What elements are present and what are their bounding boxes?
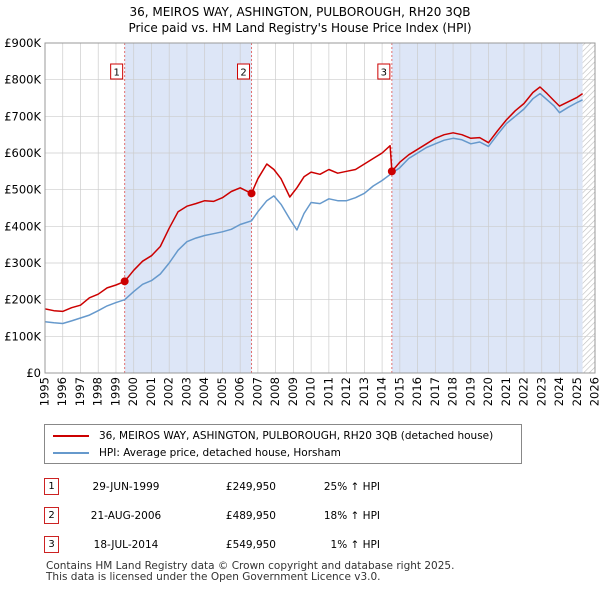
x-tick-label: 1998 bbox=[91, 377, 105, 406]
x-tick-label: 2013 bbox=[357, 377, 371, 406]
legend-property-swatch bbox=[53, 435, 89, 437]
chart-legend: 36, MEIROS WAY, ASHINGTON, PULBOROUGH, R… bbox=[44, 424, 522, 464]
x-tick-label: 2011 bbox=[321, 377, 335, 406]
x-tick-label: 2021 bbox=[499, 377, 513, 406]
hatched-future-region bbox=[582, 43, 595, 373]
sale-hpi-change: 25% ↑ HPI bbox=[323, 480, 380, 493]
x-tick-label: 2012 bbox=[339, 377, 353, 406]
table-row: 3 18-JUL-2014 £549,950 1% ↑ HPI bbox=[44, 530, 380, 559]
footer-copyright: Contains HM Land Registry data © Crown c… bbox=[46, 560, 455, 572]
sale-point bbox=[120, 277, 129, 286]
sale-price: £489,950 bbox=[225, 509, 276, 522]
property-price-line bbox=[45, 86, 584, 313]
sale-marker-badge bbox=[377, 63, 391, 80]
x-tick-label: 2026 bbox=[588, 377, 600, 406]
x-tick-label: 2017 bbox=[428, 377, 442, 406]
sale-date: 29-JUN-1999 bbox=[92, 480, 160, 493]
y-tick-label: £300K bbox=[4, 256, 41, 270]
x-tick-label: 2025 bbox=[570, 377, 584, 406]
sale-number-badge: 1 bbox=[44, 478, 59, 495]
x-tick-label: 2019 bbox=[463, 377, 477, 406]
x-tick-label: 1996 bbox=[55, 377, 69, 406]
x-tick-label: 2023 bbox=[534, 377, 548, 406]
chart-title-line-2: Price paid vs. HM Land Registry's House … bbox=[128, 21, 472, 35]
sale-date: 21-AUG-2006 bbox=[90, 509, 162, 522]
legend-item-hpi: HPI: Average price, detached house, Hors… bbox=[53, 445, 341, 461]
sale-price: £549,950 bbox=[225, 538, 276, 551]
x-tick-label: 2015 bbox=[392, 377, 406, 406]
sale-price: £249,950 bbox=[225, 480, 276, 493]
x-tick-label: 2006 bbox=[233, 377, 247, 406]
sale-hpi-change: 1% ↑ HPI bbox=[330, 538, 380, 551]
price-chart: 1 2 3 £0 £100K £200K £300K £400K £500K £600K £700K… bbox=[4, 36, 600, 406]
y-tick-label: £600K bbox=[4, 146, 41, 160]
y-tick-label: £700K bbox=[4, 109, 41, 123]
x-tick-label: 2016 bbox=[410, 377, 424, 406]
chart-title-line-1: 36, MEIROS WAY, ASHINGTON, PULBOROUGH, R… bbox=[129, 5, 471, 19]
x-tick-label: 2022 bbox=[517, 377, 531, 406]
table-row: 2 21-AUG-2006 £489,950 18% ↑ HPI bbox=[44, 501, 380, 530]
shaded-ownership-region bbox=[391, 43, 583, 373]
sale-date: 18-JUL-2014 bbox=[93, 538, 159, 551]
x-tick-label: 2020 bbox=[481, 377, 495, 406]
y-tick-label: £100K bbox=[4, 329, 41, 343]
shaded-ownership-region bbox=[124, 43, 252, 373]
x-tick-label: 2002 bbox=[162, 377, 176, 406]
x-tick-label: 2000 bbox=[126, 377, 140, 406]
x-tick-label: 2024 bbox=[552, 377, 566, 406]
x-tick-label: 1997 bbox=[73, 377, 87, 406]
y-tick-label: £900K bbox=[4, 36, 41, 50]
x-tick-label: 1999 bbox=[108, 377, 122, 406]
sale-marker-label: 1 bbox=[113, 68, 119, 79]
sale-marker-label: 2 bbox=[240, 68, 246, 79]
legend-item-property: 36, MEIROS WAY, ASHINGTON, PULBOROUGH, R… bbox=[53, 428, 493, 444]
y-tick-label: £500K bbox=[4, 183, 41, 197]
x-tick-label: 2018 bbox=[446, 377, 460, 406]
y-tick-label: £0 bbox=[26, 366, 41, 380]
y-tick-label: £800K bbox=[4, 73, 41, 87]
x-tick-label: 2004 bbox=[197, 377, 211, 406]
legend-hpi-label: HPI: Average price, detached house, Hors… bbox=[99, 447, 341, 459]
y-tick-label: £200K bbox=[4, 293, 41, 307]
y-tick-label: £400K bbox=[4, 219, 41, 233]
x-tick-label: 2009 bbox=[286, 377, 300, 406]
x-tick-label: 1995 bbox=[38, 377, 52, 406]
footer-licence: This data is licensed under the Open Gov… bbox=[46, 571, 381, 583]
sale-point bbox=[247, 189, 256, 198]
hpi-line bbox=[45, 92, 583, 325]
sale-number-badge: 3 bbox=[44, 536, 59, 553]
sale-hpi-change: 18% ↑ HPI bbox=[323, 509, 380, 522]
x-tick-label: 2010 bbox=[304, 377, 318, 406]
x-tick-label: 2001 bbox=[144, 377, 158, 406]
table-row: 1 29-JUN-1999 £249,950 25% ↑ HPI bbox=[44, 472, 380, 501]
sales-table: 1 29-JUN-1999 £249,950 25% ↑ HPI 2 21-AU… bbox=[44, 472, 380, 559]
x-tick-label: 2007 bbox=[250, 377, 264, 406]
sale-marker-badge bbox=[237, 63, 251, 80]
x-tick-label: 2005 bbox=[215, 377, 229, 406]
sale-marker-label: 3 bbox=[381, 68, 387, 79]
x-tick-label: 2014 bbox=[375, 377, 389, 406]
legend-hpi-swatch bbox=[53, 452, 89, 454]
plot-border bbox=[44, 42, 596, 374]
legend-property-label: 36, MEIROS WAY, ASHINGTON, PULBOROUGH, R… bbox=[99, 430, 494, 442]
sale-number-badge: 2 bbox=[44, 507, 59, 524]
x-tick-label: 2003 bbox=[179, 377, 193, 406]
sale-marker-badge bbox=[110, 63, 124, 80]
x-tick-label: 2008 bbox=[268, 377, 282, 406]
sale-point bbox=[387, 167, 396, 176]
